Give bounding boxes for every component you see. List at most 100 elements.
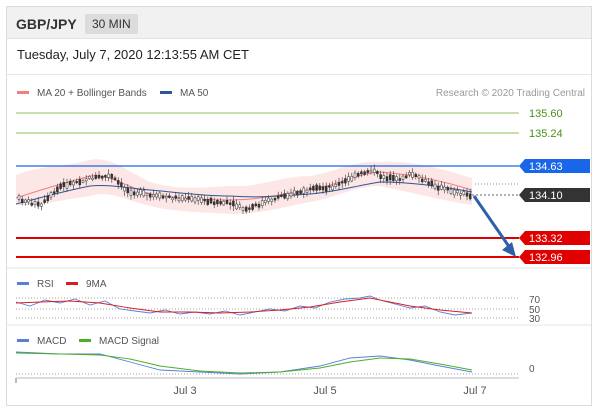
candle-body	[52, 191, 56, 194]
candle-body	[129, 189, 133, 196]
candle-body	[100, 175, 104, 179]
candle-body	[30, 202, 34, 206]
currency-pair-title: GBP/JPY	[16, 16, 77, 32]
rsi-ma-legend-label: 9MA	[86, 279, 107, 290]
candle-body	[68, 180, 72, 186]
candle-body	[158, 192, 162, 199]
candle-body	[196, 196, 200, 201]
candle-body	[324, 185, 328, 192]
candle-body	[417, 175, 421, 179]
rsi-level-50-label: 50	[529, 305, 541, 316]
rsi-ma-line	[15, 297, 473, 314]
ma50-line	[15, 181, 473, 205]
candle-body	[161, 195, 165, 199]
candle-body	[283, 193, 286, 199]
support-label-1: 133.32	[529, 233, 563, 245]
candle-body	[414, 173, 418, 177]
resistance-label-2: 135.24	[529, 128, 563, 140]
candle-body	[369, 169, 373, 173]
candle-body	[321, 186, 325, 191]
candle-body	[203, 198, 206, 202]
candle-body	[24, 199, 27, 203]
forecast-arrow-head	[502, 242, 516, 257]
candle-body	[232, 200, 235, 207]
candle-body	[452, 189, 456, 196]
candle-body	[436, 185, 440, 191]
candle-body	[462, 191, 466, 195]
signal-legend-swatch	[79, 339, 91, 342]
candle-body	[356, 172, 360, 177]
candle-body	[209, 197, 213, 204]
candle-body	[136, 191, 139, 196]
rsi-level-70-label: 70	[529, 295, 541, 306]
candle-body	[184, 197, 187, 201]
candle-body	[72, 181, 75, 186]
candlestick-series	[17, 164, 472, 215]
candle-body	[244, 206, 248, 212]
candle-body	[78, 179, 82, 186]
candle-body	[459, 193, 462, 196]
candle-body	[187, 196, 190, 200]
candle-body	[363, 171, 366, 175]
divider	[7, 74, 591, 75]
candle-body	[59, 183, 62, 189]
candle-body	[353, 172, 357, 178]
candle-body	[107, 173, 110, 178]
candle-body	[315, 184, 318, 191]
macd-legend-label: MACD	[37, 336, 66, 347]
candle-body	[81, 180, 85, 183]
widget-header: GBP/JPY 30 MIN	[7, 7, 591, 39]
signal-legend-label: MACD Signal	[99, 336, 159, 347]
candle-body	[270, 198, 274, 202]
candle-body	[43, 199, 46, 203]
x-tick-jul7: Jul 7	[463, 385, 486, 397]
candle-body	[27, 199, 30, 203]
candle-body	[126, 187, 130, 194]
candle-body	[104, 175, 107, 178]
candle-body	[388, 174, 392, 181]
candle-body	[379, 174, 382, 179]
candle-body	[292, 190, 296, 195]
candle-body	[427, 181, 430, 186]
candle-body	[350, 175, 354, 182]
candle-body	[299, 190, 302, 194]
candle-body	[254, 203, 258, 207]
rsi-line	[15, 295, 473, 316]
ma20-legend-label: MA 20 + Bollinger Bands	[37, 88, 147, 99]
candle-body	[110, 174, 114, 179]
candle-body	[248, 207, 251, 210]
candle-body	[308, 187, 312, 190]
forecast-arrow-line	[472, 195, 512, 249]
candle-body	[408, 172, 411, 175]
candle-body	[94, 174, 98, 179]
candle-body	[17, 195, 21, 200]
rsi-ma-legend-swatch	[66, 282, 78, 285]
candle-body	[465, 192, 469, 197]
source-credit: Research © 2020 Trading Central	[436, 88, 585, 99]
candle-body	[228, 202, 232, 205]
candle-body	[340, 181, 344, 184]
macd-line	[15, 351, 473, 375]
candle-body	[360, 171, 363, 175]
rsi-legend-swatch	[17, 282, 29, 285]
candle-body	[235, 203, 238, 210]
candle-body	[456, 190, 459, 194]
candle-body	[334, 184, 338, 187]
candle-body	[139, 189, 142, 195]
candle-body	[468, 193, 472, 200]
candle-body	[222, 200, 226, 206]
candle-body	[372, 168, 376, 173]
timeframe-badge[interactable]: 30 MIN	[85, 14, 138, 34]
candle-body	[46, 195, 50, 202]
macd-legend-swatch	[17, 339, 29, 342]
candle-body	[20, 198, 24, 203]
ma50-legend-label: MA 50	[180, 88, 209, 99]
candle-body	[433, 183, 437, 190]
candle-body	[257, 203, 261, 208]
candle-body	[62, 182, 66, 188]
candle-body	[84, 178, 88, 182]
candle-body	[430, 180, 434, 187]
candle-body	[276, 195, 280, 199]
candle-body	[33, 201, 37, 205]
